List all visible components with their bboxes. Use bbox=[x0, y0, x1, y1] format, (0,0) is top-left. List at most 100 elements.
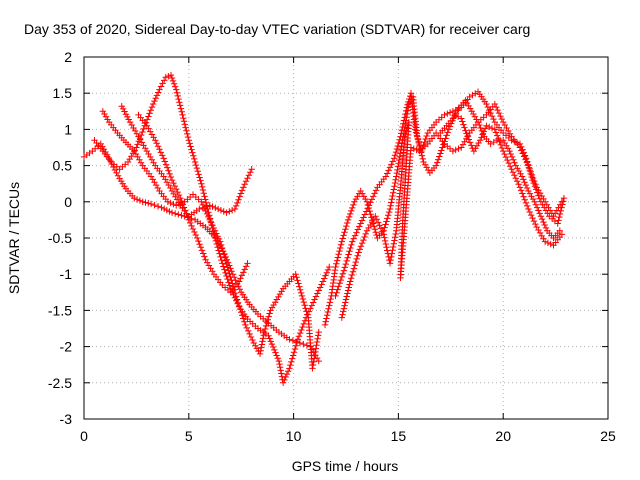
data-point bbox=[423, 164, 430, 171]
data-point bbox=[372, 229, 379, 236]
data-point bbox=[363, 198, 371, 205]
data-point bbox=[391, 237, 398, 244]
data-point bbox=[205, 213, 212, 221]
data-point bbox=[474, 118, 482, 126]
data-point bbox=[137, 131, 145, 139]
data-point bbox=[449, 115, 457, 122]
data-point bbox=[301, 302, 308, 309]
data-point bbox=[126, 155, 133, 163]
data-point bbox=[488, 124, 496, 132]
data-point bbox=[199, 250, 207, 257]
data-point bbox=[192, 161, 200, 169]
data-point bbox=[142, 145, 149, 152]
data-point bbox=[195, 237, 202, 245]
data-point bbox=[391, 183, 398, 190]
data-point bbox=[398, 127, 406, 134]
data-point bbox=[372, 213, 379, 220]
data-point bbox=[159, 152, 166, 159]
data-point bbox=[473, 116, 480, 123]
data-point bbox=[339, 270, 347, 277]
data-point bbox=[344, 290, 351, 297]
data-point bbox=[497, 141, 505, 149]
data-point bbox=[537, 213, 545, 220]
data-point bbox=[497, 112, 504, 120]
chart-title: Day 353 of 2020, Sidereal Day-to-day VTE… bbox=[24, 21, 530, 37]
data-point bbox=[357, 220, 364, 227]
data-point bbox=[414, 135, 422, 142]
data-point bbox=[171, 182, 179, 190]
data-point bbox=[345, 284, 352, 291]
data-point bbox=[282, 373, 289, 381]
data-point bbox=[295, 280, 302, 287]
data-point bbox=[476, 121, 483, 129]
data-point bbox=[389, 192, 396, 200]
data-point bbox=[169, 77, 177, 85]
data-point bbox=[178, 198, 185, 205]
data-point bbox=[272, 349, 279, 356]
data-point bbox=[153, 140, 160, 147]
data-point bbox=[310, 355, 318, 362]
data-point bbox=[381, 224, 388, 231]
data-point bbox=[468, 142, 475, 149]
data-point bbox=[511, 159, 518, 166]
data-point bbox=[312, 348, 319, 356]
data-point bbox=[266, 335, 273, 342]
data-point bbox=[356, 223, 363, 230]
data-point bbox=[343, 222, 350, 230]
data-point bbox=[381, 234, 388, 241]
data-point bbox=[383, 218, 390, 225]
data-point bbox=[149, 100, 157, 108]
data-point bbox=[353, 255, 360, 263]
data-point bbox=[160, 155, 167, 162]
data-point bbox=[384, 215, 391, 222]
data-point bbox=[157, 149, 165, 156]
data-point bbox=[191, 158, 199, 166]
data-point bbox=[145, 200, 152, 207]
data-point bbox=[181, 121, 189, 128]
data-point bbox=[384, 170, 391, 177]
data-point bbox=[468, 108, 475, 115]
data-point bbox=[180, 118, 188, 125]
data-point bbox=[176, 99, 183, 106]
data-point bbox=[267, 338, 274, 345]
data-point bbox=[235, 196, 242, 203]
data-point bbox=[154, 203, 162, 210]
data-point bbox=[296, 283, 303, 290]
data-point bbox=[393, 173, 400, 180]
data-point bbox=[133, 144, 140, 151]
data-point bbox=[235, 278, 243, 285]
data-point bbox=[541, 221, 548, 229]
data-point bbox=[292, 342, 300, 349]
data-point bbox=[234, 199, 241, 207]
data-point bbox=[500, 147, 507, 155]
data-point bbox=[242, 178, 250, 185]
data-point bbox=[355, 249, 362, 256]
data-point bbox=[512, 175, 519, 182]
data-point bbox=[265, 332, 272, 339]
data-point bbox=[289, 352, 297, 359]
data-point bbox=[160, 77, 168, 84]
data-point bbox=[392, 148, 400, 156]
data-point bbox=[197, 177, 204, 184]
data-point bbox=[289, 355, 296, 362]
data-point bbox=[139, 198, 146, 205]
data-point bbox=[226, 208, 233, 215]
data-point bbox=[354, 226, 362, 233]
data-point bbox=[385, 212, 392, 219]
series-track-9 bbox=[437, 97, 563, 242]
data-point bbox=[517, 187, 525, 194]
data-point bbox=[437, 150, 444, 157]
data-point bbox=[235, 302, 243, 310]
data-point bbox=[152, 181, 160, 189]
data-point bbox=[533, 204, 541, 211]
data-point bbox=[523, 184, 531, 192]
data-point bbox=[309, 365, 316, 372]
data-point bbox=[296, 286, 304, 293]
data-point bbox=[349, 238, 356, 245]
data-point bbox=[300, 298, 307, 306]
data-point bbox=[167, 173, 175, 181]
data-point bbox=[257, 347, 264, 354]
data-point bbox=[452, 109, 460, 117]
data-point bbox=[133, 196, 141, 203]
data-point bbox=[386, 164, 394, 171]
